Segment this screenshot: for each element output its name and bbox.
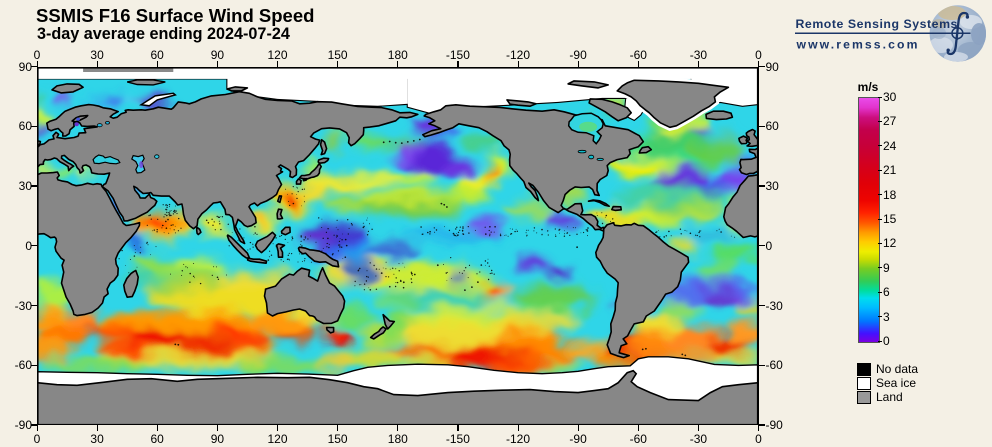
svg-text:www.remss.com: www.remss.com <box>796 38 920 52</box>
svg-text:Remote Sensing Systems: Remote Sensing Systems <box>796 17 958 31</box>
